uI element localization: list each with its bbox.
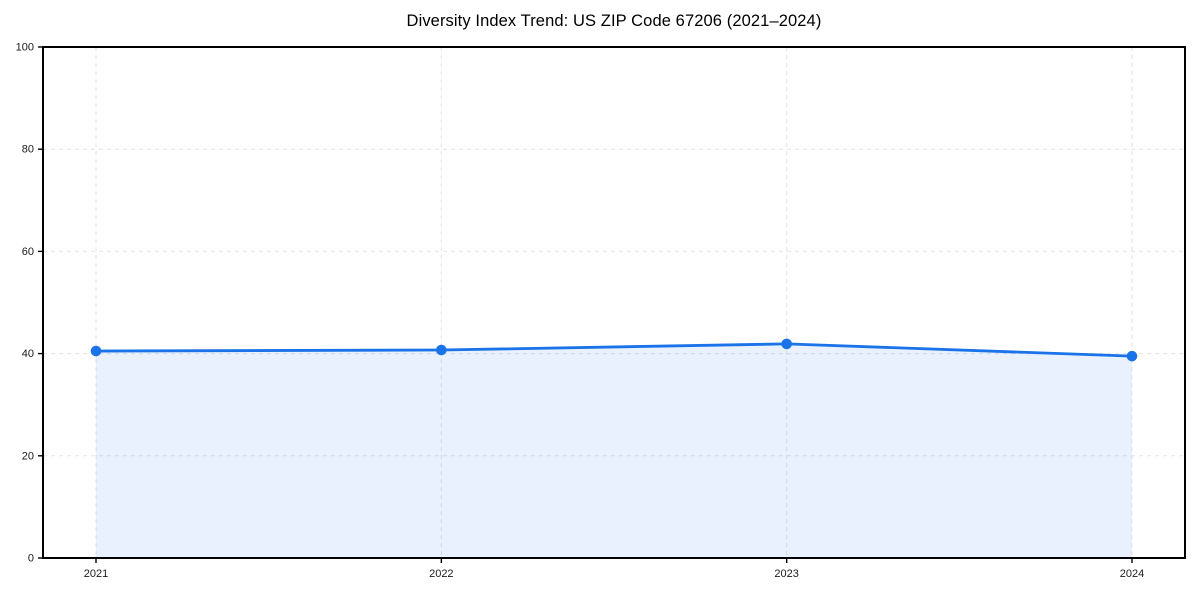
y-tick-label: 0 (28, 553, 34, 565)
y-tick-label: 80 (22, 144, 34, 156)
chart-title: Diversity Index Trend: US ZIP Code 67206… (406, 12, 822, 30)
x-tick-label: 2023 (774, 568, 798, 580)
y-tick-label: 20 (22, 450, 34, 462)
data-point-marker (90, 345, 102, 357)
y-tick-label: 60 (22, 246, 34, 258)
series-line (94, 342, 1134, 358)
data-point-marker (1126, 350, 1138, 362)
data-point-marker (781, 338, 792, 350)
series-area-fill (96, 343, 1132, 558)
y-tick-label: 40 (22, 348, 34, 360)
y-tick-label: 100 (16, 42, 34, 54)
data-point-marker (436, 344, 447, 356)
x-tick-label: 2024 (1120, 568, 1144, 580)
plot-box-spines (42, 46, 1186, 559)
x-tick-label: 2022 (429, 568, 453, 580)
x-tick-label: 2021 (84, 568, 108, 580)
